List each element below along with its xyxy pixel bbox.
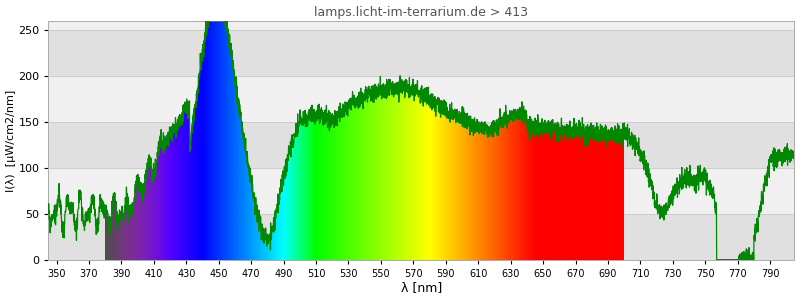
X-axis label: λ [nm]: λ [nm] <box>401 281 442 294</box>
Bar <box>49 122 794 168</box>
Bar <box>49 30 794 76</box>
Bar <box>49 214 794 260</box>
Title: lamps.licht-im-terrarium.de > 413: lamps.licht-im-terrarium.de > 413 <box>314 6 529 19</box>
Y-axis label: I(λ)  [μW/cm2/nm]: I(λ) [μW/cm2/nm] <box>6 89 15 191</box>
